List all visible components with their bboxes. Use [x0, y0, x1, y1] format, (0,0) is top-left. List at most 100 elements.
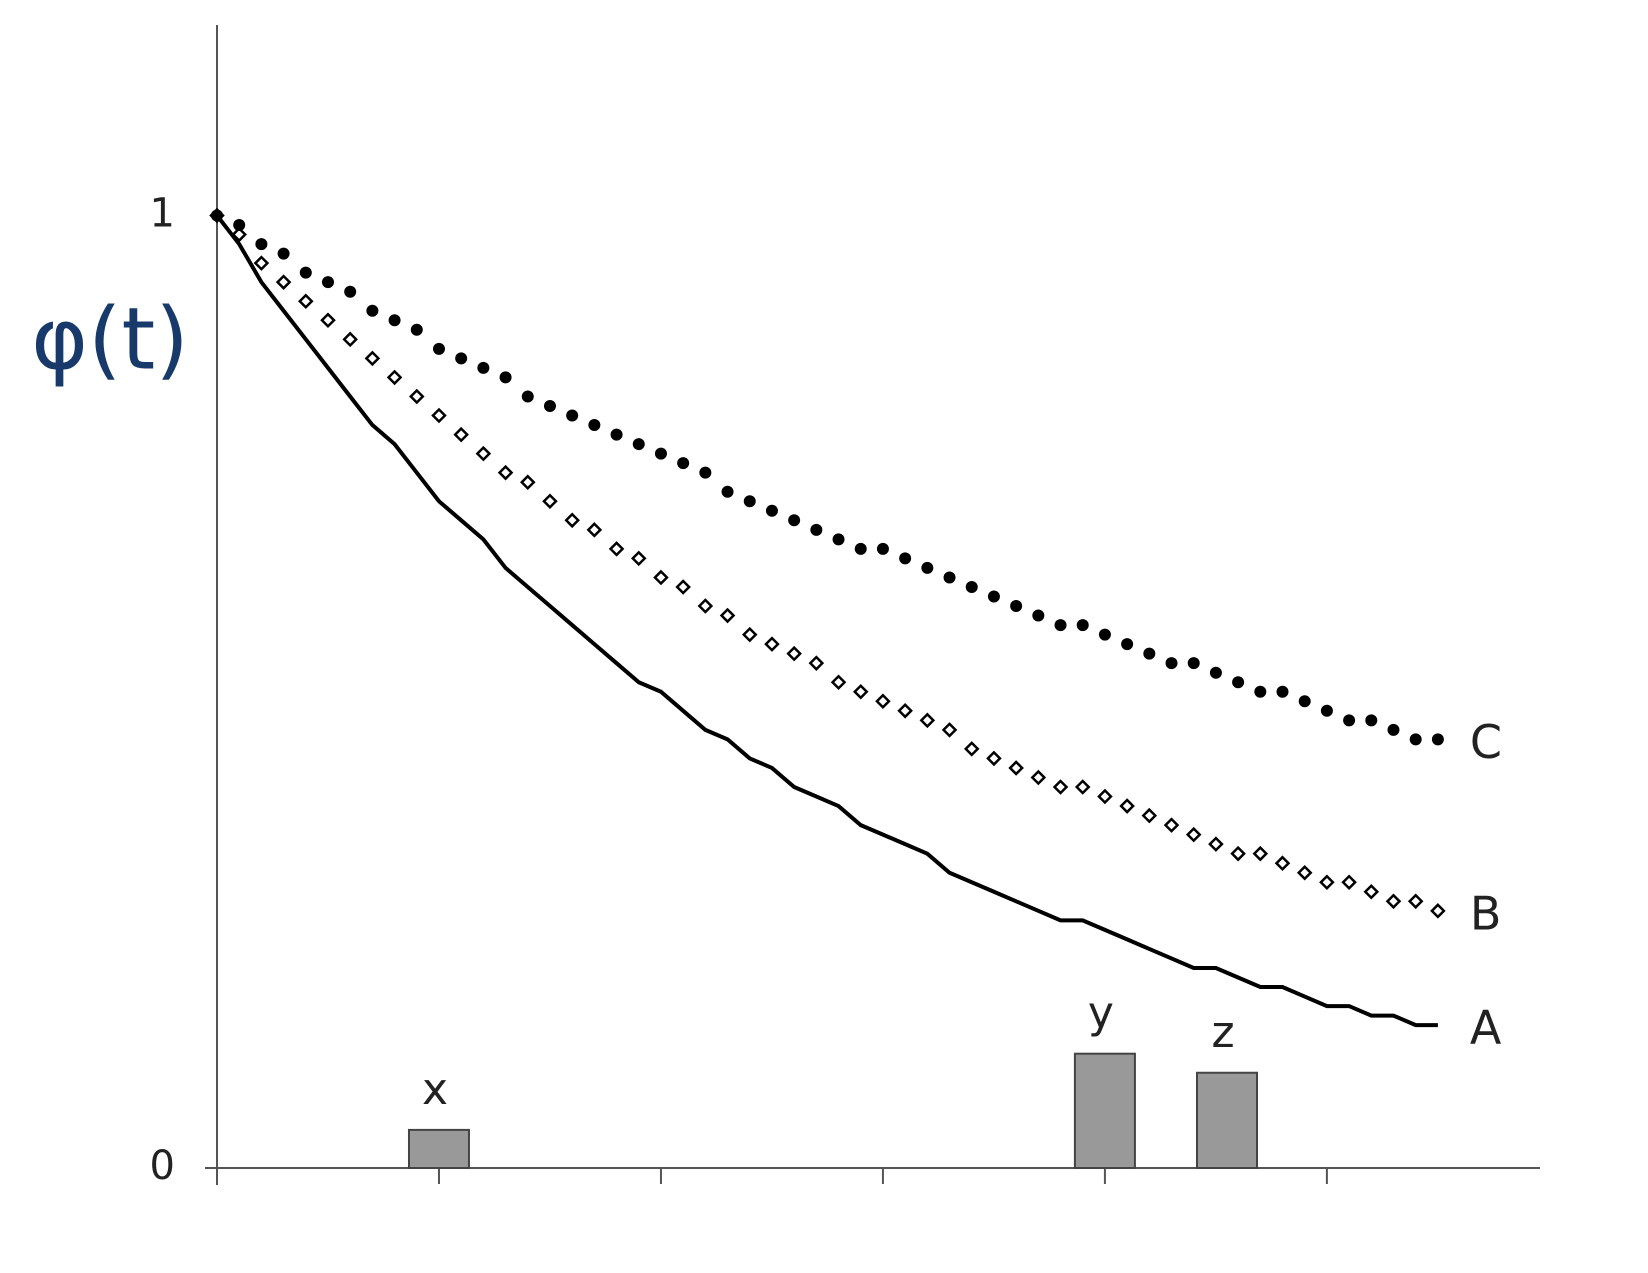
- dot-marker: [543, 400, 556, 412]
- diamond-marker: [342, 331, 358, 348]
- dot-marker: [965, 580, 978, 593]
- dot-marker: [677, 457, 690, 470]
- dot-marker: [1054, 619, 1067, 632]
- diamond-marker: [453, 426, 469, 443]
- diamond-marker: [586, 522, 603, 538]
- diamond-marker: [1208, 836, 1224, 852]
- diamond-marker: [275, 274, 292, 290]
- diamond-marker: [320, 312, 336, 329]
- diamond-marker: [1296, 864, 1313, 881]
- dot-marker: [1143, 647, 1156, 660]
- diamond-marker: [1341, 874, 1357, 891]
- diamond-marker: [719, 607, 736, 624]
- diamond-marker: [1052, 779, 1069, 795]
- diamond-marker: [231, 226, 247, 243]
- dot-marker: [1254, 685, 1267, 698]
- dot-marker: [1343, 714, 1356, 727]
- dot-marker: [255, 238, 268, 251]
- diamond-marker: [830, 674, 847, 690]
- dot-marker: [1209, 666, 1222, 679]
- dot-marker: [388, 314, 401, 327]
- diamond-marker: [542, 493, 558, 510]
- diamond-marker: [653, 569, 669, 586]
- diamond-marker: [630, 550, 647, 567]
- dot-marker: [832, 533, 845, 546]
- diamond-marker: [1119, 798, 1135, 814]
- diamond-marker: [675, 579, 691, 595]
- diamond-marker: [364, 350, 381, 367]
- dot-marker: [1010, 600, 1023, 613]
- bar: [407, 1128, 470, 1170]
- y-axis-label: φ(t): [31, 289, 189, 389]
- dot-marker: [1298, 695, 1311, 708]
- dot-marker: [410, 323, 423, 336]
- dot-marker: [477, 361, 490, 374]
- dot-marker: [499, 371, 512, 384]
- bar-label: x: [422, 1064, 448, 1115]
- dot-marker: [743, 495, 756, 508]
- diamond-marker: [409, 388, 425, 405]
- dot-marker: [299, 266, 312, 279]
- dot-marker: [1098, 628, 1111, 641]
- dot-marker: [854, 542, 867, 555]
- diamond-marker: [608, 541, 625, 557]
- dot-marker: [699, 466, 712, 479]
- diamond-marker: [386, 369, 403, 386]
- diamond-marker: [1074, 779, 1091, 795]
- dot-marker: [566, 409, 579, 422]
- diamond-marker: [764, 636, 780, 652]
- dot-marker: [344, 285, 357, 298]
- diamond-marker: [1097, 788, 1113, 805]
- dot-marker: [876, 542, 889, 555]
- diamond-marker: [497, 464, 514, 481]
- diamond-marker: [1030, 769, 1047, 786]
- dot-marker: [721, 485, 734, 498]
- line-series: [215, 214, 1438, 1028]
- dot-marker: [810, 523, 823, 536]
- diamond-marker: [741, 626, 758, 643]
- diamond-marker: [1430, 903, 1446, 919]
- dot-marker: [233, 219, 246, 232]
- dot-marker: [1431, 733, 1444, 746]
- dot-marker: [366, 304, 379, 317]
- diamond-marker: [1141, 807, 1158, 824]
- diamond-marker: [564, 512, 580, 529]
- y-tick-label: 0: [150, 1143, 175, 1189]
- dot-marker: [1232, 676, 1245, 689]
- diamond-marker: [808, 655, 825, 671]
- dot-marker: [455, 352, 468, 365]
- dot-marker: [277, 247, 290, 260]
- dot-marker: [1032, 609, 1045, 622]
- diamond-marker: [1319, 874, 1335, 891]
- dot-marker: [1365, 714, 1378, 727]
- bar: [1196, 1071, 1259, 1169]
- diamond-marker: [1363, 884, 1380, 900]
- dot-marker: [632, 438, 645, 451]
- bar: [1073, 1052, 1136, 1169]
- dot-marker: [921, 561, 934, 574]
- diamond-marker: [897, 703, 913, 719]
- dot-marker: [1320, 704, 1333, 717]
- y-tick-label: 1: [150, 191, 175, 237]
- dot-marker: [211, 209, 223, 222]
- dot-marker: [521, 390, 534, 403]
- dot-marker: [987, 590, 1000, 603]
- dot-marker: [1165, 657, 1178, 670]
- dot-marker: [1076, 619, 1089, 632]
- bar-label: z: [1211, 1007, 1234, 1058]
- series-label: C: [1470, 715, 1502, 769]
- bar-label: y: [1088, 988, 1114, 1039]
- dot-marker: [654, 447, 667, 460]
- dot-marker: [588, 419, 601, 432]
- diamond-marker: [786, 645, 802, 662]
- dot-marker: [610, 428, 623, 441]
- diamond-marker: [298, 293, 314, 309]
- dot-marker: [788, 514, 801, 527]
- diamond-marker: [520, 474, 536, 490]
- dot-marker: [1409, 733, 1422, 746]
- series-label: B: [1470, 886, 1502, 940]
- dot-marker: [765, 504, 778, 517]
- diamond-marker: [1407, 893, 1424, 910]
- dot-marker: [943, 571, 956, 584]
